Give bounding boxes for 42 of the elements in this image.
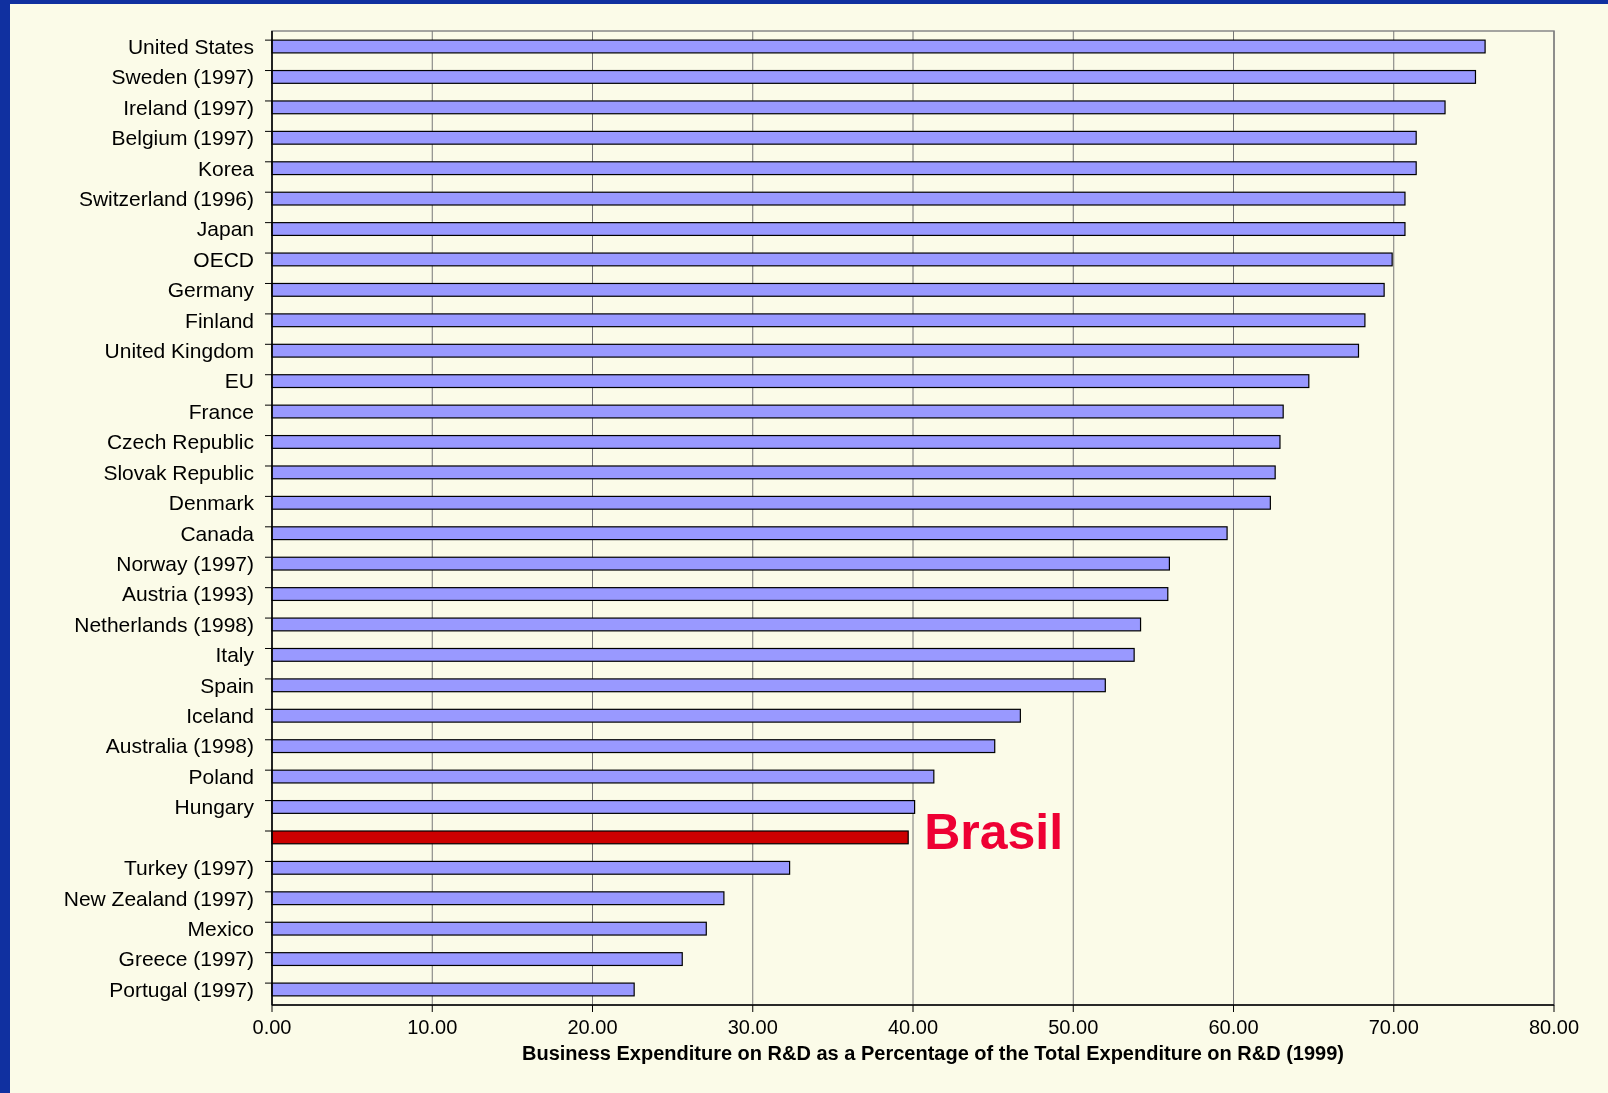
x-tick-label: 70.00 [1368,1016,1419,1038]
y-tick-label: Germany [167,278,255,302]
x-tick-label: 80.00 [1528,1016,1580,1038]
y-tick-label: Slovak Republic [103,460,254,484]
y-tick-label: Finland [185,308,254,332]
y-tick-label: Greece (1997) [118,947,254,971]
y-tick-label: Japan [196,217,254,241]
y-tick-label: Norway (1997) [116,551,254,575]
x-tick-label: 40.00 [887,1016,939,1038]
y-tick-label: United States [127,34,254,58]
y-tick-label: Turkey (1997) [124,856,254,880]
y-tick-label: Spain [200,673,254,697]
y-tick-label: Canada [180,521,255,545]
y-tick-label: Australia (1998) [105,734,254,758]
y-tick-label: Czech Republic [106,430,254,454]
x-tick-label: 10.00 [407,1016,458,1038]
y-tick-label: Portugal (1997) [109,977,254,1001]
x-tick-label: 30.00 [727,1016,778,1038]
y-tick-label: New Zealand (1997) [63,886,254,910]
y-tick-label: Switzerland (1996) [78,186,254,210]
x-tick-label: 50.00 [1048,1016,1099,1038]
y-tick-label: EU [224,369,254,393]
y-tick-label: United Kingdom [104,339,254,363]
y-tick-label: Poland [188,764,254,788]
x-tick-label: 20.00 [567,1016,618,1038]
y-tick-label: Denmark [168,491,255,515]
y-tick-label: Iceland [186,704,254,728]
y-tick-label: Mexico [187,917,254,940]
y-tick-label: Austria (1993) [122,582,254,606]
y-tick-label: Ireland (1997) [123,95,254,119]
x-tick-label: 0.00 [252,1016,292,1038]
x-axis-title: Business Expenditure on R&D as a Percentage of the Total Expenditure on R&D (1999) [521,1042,1345,1064]
y-tick-label: Korea [197,156,255,180]
y-tick-label: Belgium (1997) [111,126,254,150]
y-tick-label: Hungary [174,795,255,819]
x-tick-label: 60.00 [1208,1016,1259,1038]
annotation: Brasil [924,804,1064,861]
y-tick-label: Sweden (1997) [111,65,254,89]
y-tick-label: OECD [193,247,254,271]
y-tick-label: Netherlands (1998) [74,612,254,636]
y-tick-label: France [188,399,254,423]
y-tick-label: Italy [215,643,255,667]
